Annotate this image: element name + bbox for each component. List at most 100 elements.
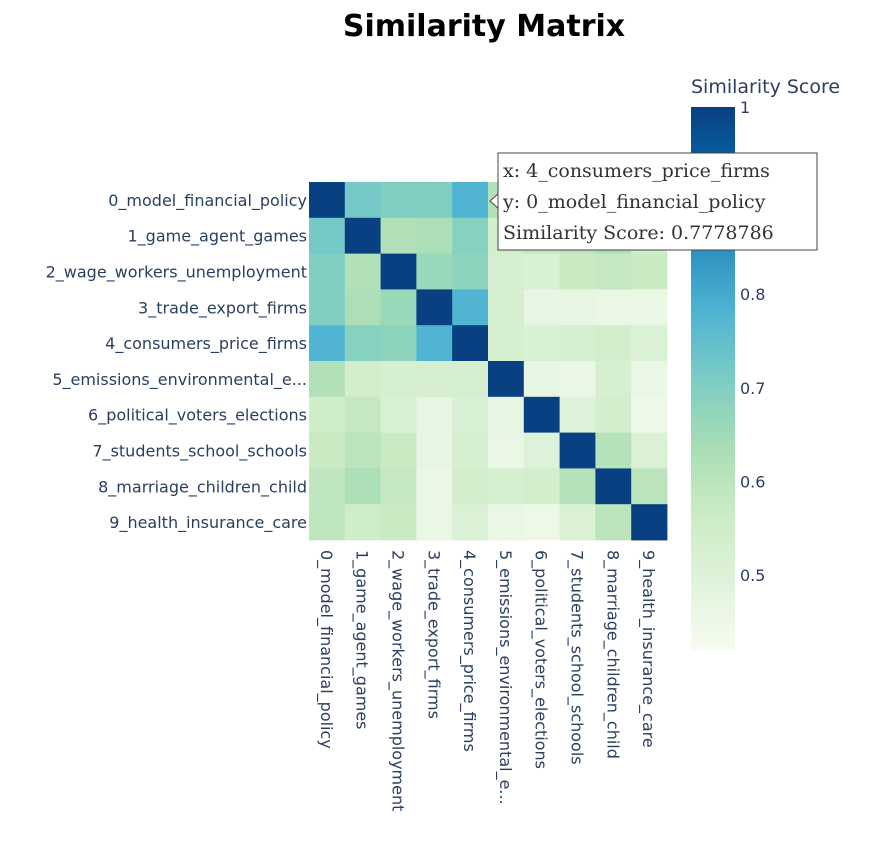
heatmap-cell-r7-c8[interactable] [595,432,632,469]
heatmap-cell-r6-c9[interactable] [631,396,668,433]
heatmap-cell-r8-c6[interactable] [523,468,560,505]
heatmap-cell-r5-c1[interactable] [344,361,381,398]
y-axis-tick-labels: 0_model_financial_policy 1_game_agent_gam… [46,191,307,533]
heatmap-cell-r5-c9[interactable] [631,361,668,398]
heatmap-cell-r3-c4[interactable] [452,289,489,326]
heatmap-cell-r9-c8[interactable] [595,504,632,541]
heatmap-cell-r3-c1[interactable] [344,289,381,326]
colorbar-tick-label: 1 [740,98,750,117]
heatmap-cell-r3-c6[interactable] [523,289,560,326]
heatmap-cell-r4-c2[interactable] [380,325,417,362]
heatmap-cell-r3-c7[interactable] [559,289,596,326]
heatmap-cell-r6-c5[interactable] [488,396,525,433]
heatmap-cell-r3-c8[interactable] [595,289,632,326]
heatmap-cell-r8-c9[interactable] [631,468,668,505]
heatmap-cell-r5-c8[interactable] [595,361,632,398]
heatmap-cell-r8-c2[interactable] [380,468,417,505]
heatmap-cell-r1-c2[interactable] [380,217,417,254]
heatmap-cell-r2-c7[interactable] [559,253,596,290]
heatmap-cell-r8-c0[interactable] [309,468,346,505]
heatmap-cell-r8-c5[interactable] [488,468,525,505]
heatmap-cell-r1-c1[interactable] [344,217,381,254]
heatmap-cell-r2-c6[interactable] [523,253,560,290]
heatmap-cell-r8-c3[interactable] [416,468,453,505]
heatmap-cell-r5-c6[interactable] [523,361,560,398]
heatmap-cell-r5-c4[interactable] [452,361,489,398]
heatmap-cell-r6-c6[interactable] [523,396,560,433]
heatmap-cell-r5-c0[interactable] [309,361,346,398]
heatmap-cell-r7-c0[interactable] [309,432,346,469]
colorbar-tick-labels: 0.5 0.6 0.7 0.8 1 [740,98,765,585]
heatmap-cell-r2-c3[interactable] [416,253,453,290]
heatmap-cell-r4-c9[interactable] [631,325,668,362]
heatmap-cell-r2-c1[interactable] [344,253,381,290]
heatmap-cell-r4-c1[interactable] [344,325,381,362]
heatmap-cell-r3-c3[interactable] [416,289,453,326]
heatmap-cell-r9-c4[interactable] [452,504,489,541]
heatmap-cell-r7-c4[interactable] [452,432,489,469]
heatmap-cell-r1-c4[interactable] [452,217,489,254]
colorbar-tick-label: 0.8 [740,285,765,304]
heatmap-cell-r9-c5[interactable] [488,504,525,541]
heatmap-cell-r9-c7[interactable] [559,504,596,541]
heatmap-cell-r2-c2[interactable] [380,253,417,290]
heatmap-cell-r3-c5[interactable] [488,289,525,326]
heatmap-cell-r6-c8[interactable] [595,396,632,433]
heatmap-cell-r9-c1[interactable] [344,504,381,541]
heatmap-cell-r0-c2[interactable] [380,182,417,219]
heatmap-cell-r4-c7[interactable] [559,325,596,362]
heatmap-cell-r5-c3[interactable] [416,361,453,398]
heatmap-cell-r6-c0[interactable] [309,396,346,433]
y-tick-label: 7_students_school_schools [92,442,307,462]
heatmap-cell-r9-c2[interactable] [380,504,417,541]
heatmap-cell-r1-c0[interactable] [309,217,346,254]
heatmap-cell-r4-c4[interactable] [452,325,489,362]
heatmap-cell-r3-c9[interactable] [631,289,668,326]
heatmap-cell-r7-c9[interactable] [631,432,668,469]
heatmap-cell-r4-c8[interactable] [595,325,632,362]
heatmap-cell-r7-c6[interactable] [523,432,560,469]
heatmap-cell-r7-c5[interactable] [488,432,525,469]
heatmap-cell-r8-c7[interactable] [559,468,596,505]
heatmap-cell-r7-c2[interactable] [380,432,417,469]
x-tick-label: 3_trade_export_firms [423,550,443,719]
heatmap-cell-r9-c6[interactable] [523,504,560,541]
heatmap-cell-r4-c3[interactable] [416,325,453,362]
heatmap-cell-r2-c9[interactable] [631,253,668,290]
heatmap-cell-r7-c1[interactable] [344,432,381,469]
heatmap-cell-r5-c7[interactable] [559,361,596,398]
heatmap-cell-r0-c0[interactable] [309,182,346,219]
heatmap-cell-r2-c8[interactable] [595,253,632,290]
heatmap-cell-r0-c3[interactable] [416,182,453,219]
heatmap-cell-r4-c0[interactable] [309,325,346,362]
heatmap-cell-r7-c7[interactable] [559,432,596,469]
heatmap-cell-r9-c9[interactable] [631,504,668,541]
heatmap-cell-r8-c4[interactable] [452,468,489,505]
heatmap-cell-r7-c3[interactable] [416,432,453,469]
heatmap-cell-r6-c1[interactable] [344,396,381,433]
heatmap-cell-r9-c3[interactable] [416,504,453,541]
colorbar-title: Similarity Score [691,76,840,98]
heatmap-cell-r3-c0[interactable] [309,289,346,326]
heatmap-cell-r2-c0[interactable] [309,253,346,290]
heatmap-cell-r4-c6[interactable] [523,325,560,362]
y-tick-label: 9_health_insurance_care [109,513,307,533]
heatmap-cell-r6-c2[interactable] [380,396,417,433]
heatmap-cell-r3-c2[interactable] [380,289,417,326]
heatmap-cell-r8-c1[interactable] [344,468,381,505]
heatmap-cell-r6-c3[interactable] [416,396,453,433]
heatmap-cell-r5-c5[interactable] [488,361,525,398]
heatmap-cell-r0-c1[interactable] [344,182,381,219]
x-tick-label: 4_consumers_price_firms [459,550,479,752]
heatmap-cell-r6-c7[interactable] [559,396,596,433]
heatmap-cell-r4-c5[interactable] [488,325,525,362]
heatmap-cell-r8-c8[interactable] [595,468,632,505]
heatmap-cell-r2-c5[interactable] [488,253,525,290]
heatmap-cell-r1-c3[interactable] [416,217,453,254]
heatmap-cell-r5-c2[interactable] [380,361,417,398]
heatmap-cell-r6-c4[interactable] [452,396,489,433]
heatmap-cell-r2-c4[interactable] [452,253,489,290]
heatmap-cell-r9-c0[interactable] [309,504,346,541]
heatmap-cell-r0-c4[interactable] [452,182,489,219]
